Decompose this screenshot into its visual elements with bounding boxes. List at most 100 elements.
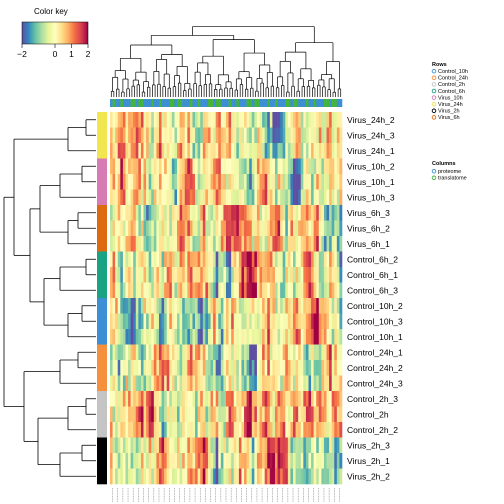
- heatmap-cell: [264, 375, 268, 392]
- heatmap-cell: [295, 468, 299, 485]
- heatmap-cell: [110, 205, 113, 221]
- heatmap-cell: [179, 112, 183, 128]
- heatmap-cell: [143, 468, 147, 485]
- heatmap-cell: [189, 158, 193, 175]
- heatmap-cell: [130, 453, 134, 469]
- heatmap-cell: [158, 375, 162, 392]
- heatmap-cell: [169, 143, 173, 159]
- heatmap-cell: [251, 174, 255, 190]
- heatmap-cell: [210, 453, 214, 469]
- heatmap-cell: [112, 282, 116, 299]
- heatmap-cell: [267, 143, 271, 159]
- heatmap-cell: [295, 236, 299, 252]
- heatmap-cell: [305, 344, 309, 361]
- heatmap-cell: [151, 220, 155, 237]
- heatmap-cell: [210, 344, 214, 361]
- heatmap-cell: [272, 236, 276, 252]
- heatmap-cell: [169, 437, 173, 454]
- heatmap-cell: [241, 375, 245, 392]
- heatmap-cell: [177, 112, 180, 128]
- heatmap-cell: [202, 453, 206, 469]
- heatmap-cell: [228, 189, 232, 206]
- heatmap-cell: [331, 158, 335, 175]
- heatmap-cell: [153, 391, 157, 407]
- heatmap-cell: [287, 375, 291, 392]
- heatmap-cell: [213, 236, 216, 252]
- heatmap-cell: [329, 406, 332, 423]
- heatmap-cell: [318, 174, 322, 190]
- heatmap-cell: [326, 375, 330, 392]
- heatmap-cell: [313, 422, 317, 438]
- heatmap-cell: [269, 205, 273, 221]
- heatmap-cell: [117, 453, 121, 469]
- heatmap-cell: [256, 468, 260, 485]
- heatmap-cell: [244, 375, 247, 392]
- heatmap-cell: [226, 344, 229, 361]
- heatmap-cell: [161, 158, 165, 175]
- heatmap-cell: [215, 220, 219, 237]
- heatmap-cell: [300, 143, 304, 159]
- heatmap-cell: [187, 344, 191, 361]
- column-side-color: [311, 99, 314, 107]
- heatmap-cell: [313, 236, 317, 252]
- heatmap-cell: [146, 344, 149, 361]
- heatmap-cell: [117, 298, 121, 314]
- heatmap-cell: [133, 236, 137, 252]
- heatmap-cell: [267, 251, 271, 268]
- heatmap-cell: [220, 313, 224, 330]
- heatmap-cell: [326, 468, 330, 485]
- heatmap-cell: [112, 298, 116, 314]
- heatmap-cell: [151, 329, 155, 345]
- heatmap-cell: [161, 344, 165, 361]
- legend-entry: Control_10h: [438, 69, 468, 75]
- heatmap-cell: [135, 313, 139, 330]
- heatmap-cell: [233, 205, 237, 221]
- heatmap-cell: [300, 205, 304, 221]
- heatmap-cell: [213, 329, 216, 345]
- column-side-color: [200, 99, 204, 107]
- heatmap-cell: [110, 437, 113, 454]
- heatmap-cell: [151, 437, 155, 454]
- column-side-color: [259, 99, 263, 107]
- heatmap-cell: [300, 189, 304, 206]
- heatmap-cell: [321, 127, 325, 144]
- column-side-color: [339, 99, 343, 107]
- heatmap-cell: [285, 375, 289, 392]
- heatmap-cell: [326, 267, 330, 283]
- heatmap-cell: [128, 329, 131, 345]
- heatmap-cell: [280, 468, 284, 485]
- heatmap-cell: [318, 437, 322, 454]
- heatmap-cell: [316, 313, 320, 330]
- heatmap-cell: [148, 360, 152, 376]
- heatmap-cell: [238, 267, 242, 283]
- heatmap-cell: [244, 298, 247, 314]
- heatmap-cell: [280, 127, 284, 144]
- heatmap-cell: [187, 267, 191, 283]
- heatmap-cell: [213, 112, 216, 128]
- heatmap-cell: [303, 422, 307, 438]
- heatmap-cell: [133, 189, 137, 206]
- heatmap-cell: [262, 158, 265, 175]
- heatmap-cell: [146, 174, 149, 190]
- heatmap-cell: [269, 422, 273, 438]
- column-side-color: [169, 99, 173, 107]
- heatmap-cell: [269, 375, 273, 392]
- heatmap-cell: [161, 143, 165, 159]
- heatmap-cell: [112, 437, 116, 454]
- heatmap-cell: [321, 298, 325, 314]
- heatmap-cell: [213, 158, 216, 175]
- heatmap-cell: [140, 406, 144, 423]
- legend-marker: [431, 82, 437, 87]
- heatmap-cell: [202, 143, 206, 159]
- color-key-bar: [21, 21, 89, 45]
- heatmap-cell: [112, 313, 116, 330]
- heatmap-cell: [164, 329, 168, 345]
- row-label: Control_6h_3: [347, 285, 398, 295]
- heatmap-cell: [233, 391, 237, 407]
- column-side-color: [334, 99, 338, 107]
- heatmap-cell: [316, 174, 320, 190]
- heatmap-cell: [300, 329, 304, 345]
- heatmap-cell: [215, 422, 219, 438]
- heatmap-cell: [282, 375, 286, 392]
- heatmap-cell: [254, 298, 258, 314]
